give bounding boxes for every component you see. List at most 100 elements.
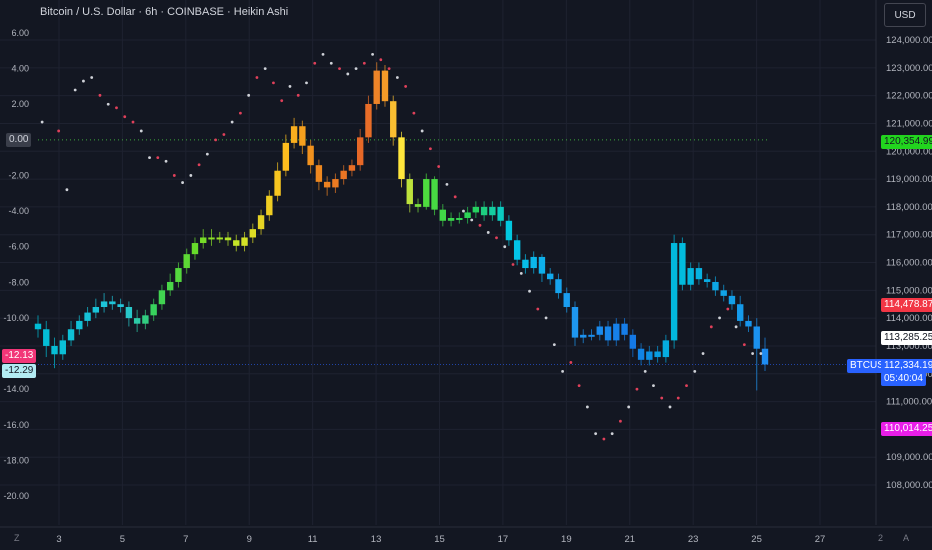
candle-body <box>398 137 405 180</box>
candle-body <box>381 70 389 102</box>
candle-body <box>125 307 133 319</box>
oscillator-dot <box>57 129 61 133</box>
candle-body <box>464 212 471 218</box>
oscillator-dot <box>280 99 284 103</box>
candle-body <box>571 307 579 338</box>
oscillator-dot <box>338 67 341 71</box>
right-tag-green: 120,354.99 <box>881 135 932 149</box>
right-axis-tick: 108,000.00 <box>886 480 932 491</box>
candle-body <box>315 165 323 182</box>
oscillator-dot <box>453 195 457 199</box>
candle-body <box>166 281 174 291</box>
candle-body <box>76 320 83 330</box>
oscillator-dot <box>387 67 391 71</box>
candle-body <box>142 315 149 324</box>
zoom-reset-icon[interactable]: Z <box>14 533 20 543</box>
candle-body <box>100 301 108 307</box>
candle-body <box>117 304 124 307</box>
candle-body <box>390 101 397 138</box>
oscillator-dot <box>528 289 531 293</box>
candle-body <box>580 334 587 338</box>
oscillator-dot <box>685 384 688 387</box>
candle-body <box>662 340 670 358</box>
left-axis-tick: -10.00 <box>3 313 29 323</box>
left-axis-tick: -20.00 <box>3 491 29 501</box>
candle-body <box>596 326 603 335</box>
oscillator-dot <box>172 174 176 177</box>
candle-body <box>761 348 769 365</box>
candle-body <box>216 237 223 240</box>
oscillator-dot <box>652 384 655 387</box>
time-axis-edge-label: 2 <box>878 533 884 543</box>
right-tag-white: 113,285.25 <box>881 331 932 345</box>
candle-body <box>522 259 529 269</box>
left-axis-tick: -4.00 <box>8 206 29 216</box>
candle-body <box>447 218 455 221</box>
oscillator-dot <box>511 263 515 266</box>
candle-body <box>150 304 157 316</box>
candle-body <box>332 179 339 188</box>
time-axis-label: 3 <box>56 534 61 545</box>
candle-body <box>67 329 75 341</box>
oscillator-dot <box>164 159 168 163</box>
oscillator-dot <box>395 76 399 79</box>
candle-body <box>191 243 199 255</box>
candle-body <box>109 301 116 305</box>
candle-body <box>728 295 736 305</box>
time-axis-label: 19 <box>561 534 572 545</box>
candle-body <box>406 179 413 205</box>
oscillator-dot <box>751 352 755 355</box>
candle-body <box>133 318 141 324</box>
oscillator-dot <box>131 120 135 124</box>
right-axis-tick: 123,000.00 <box>886 63 932 74</box>
candle-body <box>737 304 744 321</box>
oscillator-dot <box>362 61 366 65</box>
left-axis-tick: -18.00 <box>3 455 29 465</box>
candle-body <box>530 256 537 269</box>
oscillator-dot <box>495 236 498 240</box>
last-price-tag: 112,334.19 <box>881 359 932 373</box>
candle-body <box>588 334 595 337</box>
time-axis-label: 5 <box>120 534 125 545</box>
candle-body <box>249 229 256 238</box>
candle-body <box>505 220 513 241</box>
oscillator-dot <box>205 152 209 156</box>
currency-button[interactable]: USD <box>884 3 926 27</box>
oscillator-dot <box>288 85 292 88</box>
oscillator-dot <box>519 272 523 275</box>
candle-body <box>423 179 430 207</box>
oscillator-dot <box>156 156 160 160</box>
right-axis-tick: 114,000.00 <box>886 313 932 324</box>
right-tag-red: 114,478.87 <box>881 298 932 312</box>
auto-scale-button[interactable]: A <box>903 533 910 543</box>
time-axis-label: 27 <box>815 534 826 545</box>
oscillator-dot <box>230 120 234 124</box>
candle-body <box>282 142 290 171</box>
time-axis-label: 11 <box>308 534 318 545</box>
candle-body <box>323 181 331 188</box>
oscillator-dot <box>65 188 69 192</box>
candle-body <box>621 323 628 335</box>
oscillator-dot <box>313 61 317 65</box>
oscillator-dot <box>329 61 333 65</box>
candle-body <box>274 170 281 196</box>
candle-body <box>629 334 637 349</box>
left-axis-tick: -8.00 <box>8 277 29 287</box>
candle-body <box>456 218 463 220</box>
candle-body <box>497 206 504 221</box>
right-axis-tick: 111,000.00 <box>886 397 932 408</box>
oscillator-dot <box>420 129 424 133</box>
oscillator-dot <box>643 369 647 373</box>
oscillator-dot <box>263 67 267 71</box>
candle-body <box>299 126 306 146</box>
candle-body <box>513 240 521 260</box>
candle-body <box>200 237 207 244</box>
candle-body <box>745 320 752 327</box>
right-axis-tick: 120,000.00 <box>886 146 932 157</box>
candle-body <box>480 206 488 216</box>
candle-body <box>753 326 760 349</box>
candle-body <box>183 254 190 269</box>
right-axis-tick: 109,000.00 <box>886 452 932 463</box>
